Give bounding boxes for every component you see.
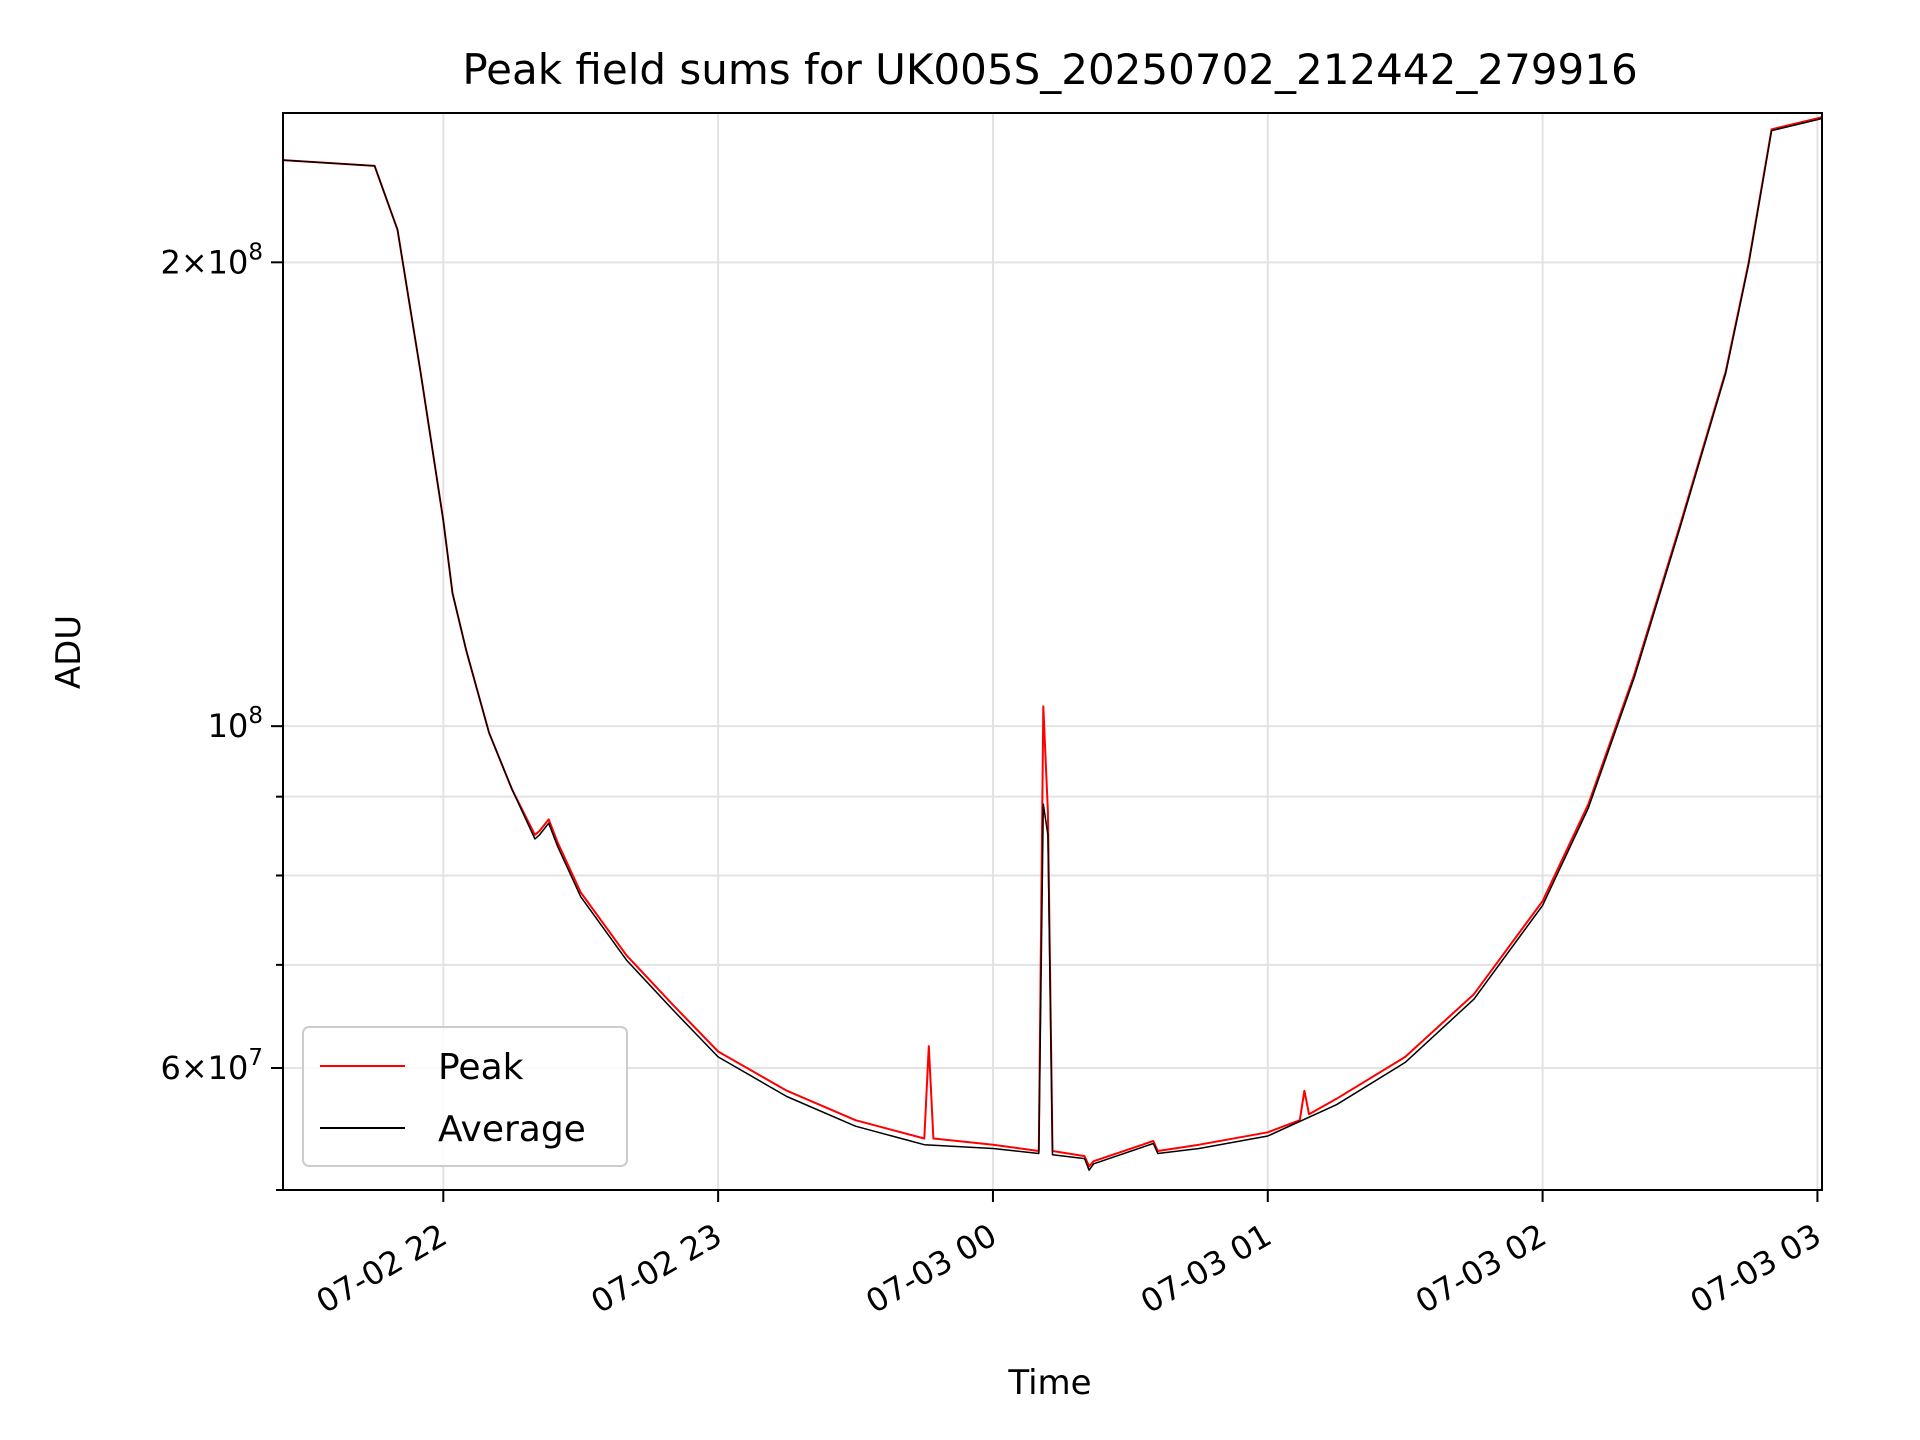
- legend-box: [302, 1026, 628, 1167]
- y-tick-times: ×10: [181, 1049, 249, 1087]
- y-tick-exponent: 8: [248, 703, 263, 729]
- y-axis-title: ADU: [49, 615, 89, 689]
- y-tick-base: 10: [208, 707, 249, 745]
- y-tick-label: 108: [208, 703, 263, 745]
- y-tick-label: 6×107: [160, 1045, 263, 1087]
- legend-label-average: Average: [438, 1109, 586, 1150]
- series-line-average: [282, 117, 1823, 1171]
- y-tick-times: ×10: [181, 243, 249, 281]
- plot-area: [282, 116, 1823, 1171]
- y-tick-mantissa: 6: [160, 1049, 180, 1087]
- legend-label-peak: Peak: [438, 1047, 524, 1088]
- y-tick-mantissa: 2: [160, 243, 180, 281]
- y-tick-exponent: 8: [248, 239, 263, 265]
- legend: Peak Average: [302, 1026, 628, 1167]
- y-tick-exponent: 7: [248, 1045, 263, 1071]
- y-tick-label: 2×108: [160, 239, 263, 281]
- chart-title: Peak field sums for UK005S_20250702_2124…: [462, 45, 1637, 94]
- axes-frame: [282, 112, 1823, 1191]
- x-axis-title: Time: [1007, 1363, 1091, 1403]
